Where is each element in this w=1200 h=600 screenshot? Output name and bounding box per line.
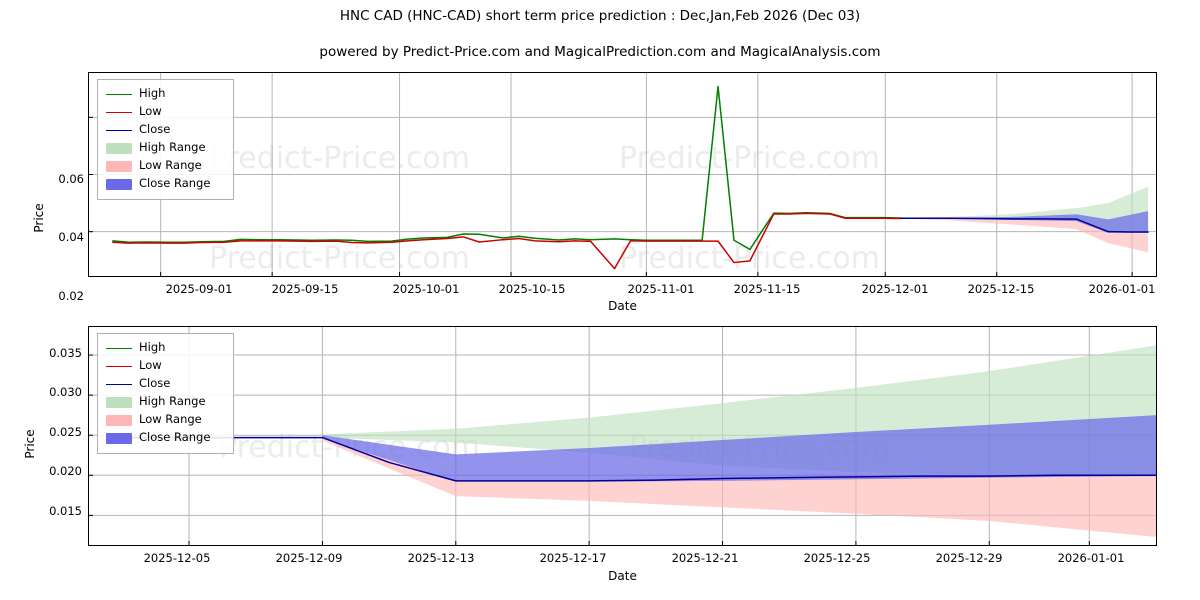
- legend-label-low-range: Low Range: [139, 412, 202, 427]
- svg-text:Predict-Price.com: Predict-Price.com: [619, 141, 880, 176]
- upper-xtick-3: 2025-10-15: [498, 282, 566, 296]
- legend-label-close: Close: [139, 122, 171, 137]
- legend-item-high-2: High: [106, 339, 225, 357]
- lower-y-axis-label: Price: [23, 429, 37, 459]
- lower-xtick-3: 2025-12-17: [539, 551, 607, 565]
- legend-label-high-range: High Range: [139, 394, 206, 409]
- lower-ytick-4: 0.035: [49, 346, 82, 360]
- legend-label-low: Low: [139, 104, 162, 119]
- lower-x-axis-label: Date: [608, 569, 637, 583]
- lower-xtick-1: 2025-12-09: [275, 551, 343, 565]
- svg-text:Predict-Price.com: Predict-Price.com: [209, 241, 470, 276]
- legend-swatch-low-range-icon: [106, 160, 132, 172]
- legend-item-high-range: High Range: [106, 139, 225, 157]
- upper-xtick-5: 2025-11-15: [733, 282, 801, 296]
- upper-xtick-1: 2025-09-15: [271, 282, 339, 296]
- upper-xtick-0: 2025-09-01: [165, 282, 233, 296]
- legend-item-close-range-2: Close Range: [106, 429, 225, 447]
- legend-swatch-low-range-icon: [106, 414, 132, 426]
- legend-label-close-range: Close Range: [139, 430, 211, 445]
- legend-swatch-high-range-icon: [106, 142, 132, 154]
- lower-ytick-2: 0.025: [49, 425, 82, 439]
- upper-xtick-2: 2025-10-01: [392, 282, 460, 296]
- legend-item-low-range: Low Range: [106, 157, 225, 175]
- svg-text:Predict-Price.com: Predict-Price.com: [209, 141, 470, 176]
- upper-ytick-1: 0.04: [58, 230, 84, 244]
- legend-swatch-close-range-icon: [106, 432, 132, 444]
- upper-xtick-7: 2025-12-15: [967, 282, 1035, 296]
- legend-item-low-2: Low: [106, 357, 225, 375]
- legend-swatch-close-icon: [106, 379, 132, 390]
- legend-item-high-range-2: High Range: [106, 393, 225, 411]
- legend-swatch-high-icon: [106, 89, 132, 100]
- legend-item-close: Close: [106, 121, 225, 139]
- upper-xtick-8: 2026-01-01: [1088, 282, 1156, 296]
- legend-label-high-range: High Range: [139, 140, 206, 155]
- legend-swatch-low-icon: [106, 107, 132, 118]
- upper-ytick-0: 0.02: [58, 289, 84, 303]
- legend-swatch-high-range-icon: [106, 396, 132, 408]
- lower-xtick-6: 2025-12-29: [935, 551, 1003, 565]
- page-title: HNC CAD (HNC-CAD) short term price predi…: [339, 8, 861, 24]
- legend-swatch-high-icon: [106, 343, 132, 354]
- legend-swatch-low-icon: [106, 361, 132, 372]
- legend-item-close-2: Close: [106, 375, 225, 393]
- lower-legend: High Low Close High Range Low Range Clos…: [97, 333, 234, 454]
- upper-ytick-2: 0.06: [58, 172, 84, 186]
- upper-x-axis-label: Date: [608, 299, 637, 313]
- legend-swatch-close-range-icon: [106, 178, 132, 190]
- legend-label-close: Close: [139, 376, 171, 391]
- lower-panel: Price Predict-Price.comPredict-Price.com…: [0, 322, 1200, 600]
- lower-ytick-1: 0.020: [49, 464, 82, 478]
- svg-text:Predict-Price.com: Predict-Price.com: [619, 241, 880, 276]
- lower-ytick-3: 0.030: [49, 385, 82, 399]
- lower-xtick-5: 2025-12-25: [803, 551, 871, 565]
- lower-xtick-4: 2025-12-21: [671, 551, 739, 565]
- page-subtitle: powered by Predict-Price.com and Magical…: [319, 44, 881, 60]
- legend-item-high: High: [106, 85, 225, 103]
- upper-legend: High Low Close High Range Low Range Clos…: [97, 79, 234, 200]
- upper-xtick-6: 2025-12-01: [861, 282, 929, 296]
- legend-label-close-range: Close Range: [139, 176, 211, 191]
- lower-xtick-2: 2025-12-13: [407, 551, 475, 565]
- upper-plot-area: Predict-Price.com Predict-Price.com Predic…: [88, 72, 1157, 277]
- legend-label-high: High: [139, 86, 166, 101]
- legend-label-high: High: [139, 340, 166, 355]
- legend-item-low: Low: [106, 103, 225, 121]
- legend-label-low-range: Low Range: [139, 158, 202, 173]
- legend-swatch-close-icon: [106, 125, 132, 136]
- lower-xtick-0: 2025-12-05: [143, 551, 211, 565]
- legend-item-close-range: Close Range: [106, 175, 225, 193]
- legend-label-low: Low: [139, 358, 162, 373]
- legend-item-low-range-2: Low Range: [106, 411, 225, 429]
- upper-panel: Price Predict-Price.com Predict-Price.com…: [0, 66, 1200, 313]
- lower-ytick-0: 0.015: [49, 504, 82, 518]
- upper-y-axis-label: Price: [32, 203, 46, 233]
- upper-xtick-4: 2025-11-01: [627, 282, 695, 296]
- lower-xtick-7: 2026-01-01: [1057, 551, 1125, 565]
